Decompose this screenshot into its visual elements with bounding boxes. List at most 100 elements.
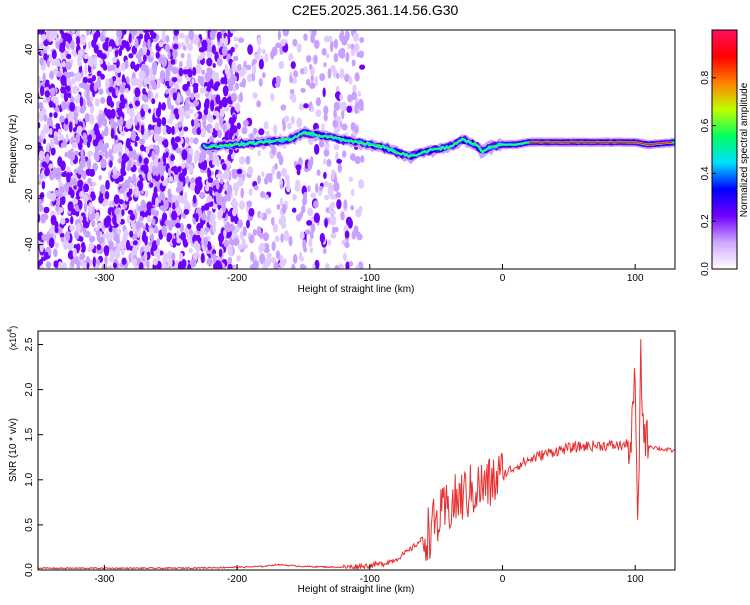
heatmap-speckle <box>77 165 84 175</box>
heatmap-speckle <box>270 92 275 102</box>
heatmap-speckle <box>329 209 336 216</box>
heatmap-speckle <box>333 144 340 151</box>
heatmap-speckle <box>104 150 109 160</box>
heatmap-ridge-peak <box>529 141 673 146</box>
heatmap-speckle <box>206 57 213 67</box>
heatmap-speckle <box>79 96 84 107</box>
heatmap-speckle <box>60 93 65 99</box>
heatmap-speckle <box>110 108 116 119</box>
heatmap-speckle <box>54 227 59 233</box>
heatmap-speckle <box>99 58 104 65</box>
heatmap-speckle <box>54 139 60 145</box>
heatmap-speckle <box>159 219 165 227</box>
heatmap-speckle <box>162 125 167 136</box>
heatmap-speckle <box>50 95 57 102</box>
heatmap-speckle <box>69 225 75 232</box>
heatmap-speckle <box>277 30 282 41</box>
heatmap-speckle <box>263 177 269 185</box>
heatmap-speckle <box>125 120 132 130</box>
heatmap-speckle <box>261 48 266 55</box>
heatmap-speckle <box>118 199 124 205</box>
heatmap-speckle <box>148 67 153 78</box>
heatmap-speckle <box>170 154 175 161</box>
heatmap-speckle <box>167 50 171 60</box>
heatmap-speckle <box>100 158 107 169</box>
heatmap-speckle <box>96 222 103 229</box>
heatmap-speckle <box>181 149 188 161</box>
heatmap-speckle <box>302 239 307 250</box>
heatmap-speckle <box>232 55 237 62</box>
heatmap-speckle <box>154 123 159 135</box>
heatmap-speckle <box>347 43 351 50</box>
heatmap-speckle <box>305 55 312 63</box>
heatmap-speckle <box>151 98 156 105</box>
heatmap-speckle <box>184 200 191 210</box>
heatmap-speckle <box>209 30 216 41</box>
heatmap-speckle <box>262 232 270 242</box>
heatmap-speckle <box>225 193 230 200</box>
heatmap-speckle <box>280 233 284 243</box>
heatmap-speckle <box>276 151 282 159</box>
heatmap-speckle <box>104 255 108 266</box>
heatmap-speckle <box>60 217 66 225</box>
heatmap-speckle <box>303 66 308 75</box>
heatmap-speckle <box>186 58 193 69</box>
heatmap-speckle <box>300 87 306 93</box>
heatmap-speckle <box>323 35 330 43</box>
heatmap-speckle <box>63 241 68 251</box>
heatmap-speckle <box>52 166 57 178</box>
heatmap-speckle <box>150 80 157 87</box>
heatmap-speckle <box>307 185 311 192</box>
heatmap-speckle <box>200 227 205 235</box>
heatmap-speckle <box>274 235 280 243</box>
heatmap-speckle <box>93 56 98 68</box>
heatmap-speckle <box>141 144 145 151</box>
heatmap-speckle <box>296 43 302 53</box>
heatmap-speckle <box>340 211 345 221</box>
heatmap-speckle <box>140 108 145 118</box>
heatmap-speckle <box>313 212 320 223</box>
heatmap-speckle <box>217 129 222 138</box>
heatmap-speckle <box>227 263 233 269</box>
heatmap-speckle <box>83 53 90 60</box>
heatmap-speckle <box>115 86 119 97</box>
heatmap-speckle <box>291 263 296 269</box>
heatmap-speckle <box>124 148 130 156</box>
heatmap-speckle <box>172 49 178 59</box>
heatmap-speckle <box>44 79 50 86</box>
heatmap-speckle <box>104 125 109 137</box>
heatmap-speckle <box>335 191 342 198</box>
heatmap-speckle <box>178 252 184 262</box>
heatmap-speckle <box>256 225 262 237</box>
heatmap-speckle <box>42 72 46 84</box>
heatmap-speckle <box>237 219 243 228</box>
heatmap-speckle <box>276 170 282 180</box>
heatmap-speckle <box>71 141 78 149</box>
heatmap-speckle <box>199 76 204 87</box>
heatmap-speckle <box>346 105 353 113</box>
heatmap-speckle <box>192 67 197 76</box>
heatmap-speckle <box>232 114 236 124</box>
heatmap-speckle <box>165 75 170 82</box>
heatmap-speckle <box>206 195 213 203</box>
heatmap-speckle <box>301 204 306 214</box>
heatmap-speckle <box>237 177 244 187</box>
heatmap-speckle <box>233 36 239 42</box>
heatmap-speckle <box>344 230 350 239</box>
heatmap-speckle <box>287 122 292 130</box>
heatmap-speckle <box>178 172 185 182</box>
heatmap-speckle <box>92 256 97 268</box>
heatmap-speckle <box>354 125 359 134</box>
heatmap-speckle <box>252 127 258 135</box>
heatmap-speckle <box>141 94 147 102</box>
heatmap-speckle <box>88 235 96 243</box>
heatmap-speckle <box>169 66 176 72</box>
heatmap-speckle <box>82 104 87 112</box>
heatmap-speckle <box>238 156 246 165</box>
heatmap-speckle <box>114 207 120 216</box>
heatmap-speckle <box>303 103 309 109</box>
heatmap-speckle <box>151 195 157 206</box>
heatmap-speckle <box>115 214 122 225</box>
heatmap-speckle <box>120 131 126 137</box>
